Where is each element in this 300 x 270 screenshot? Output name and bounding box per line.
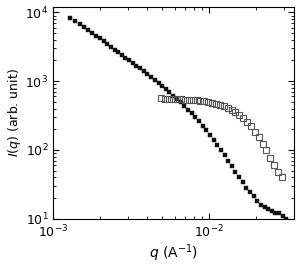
X-axis label: $q$ (A$^{-1}$): $q$ (A$^{-1}$) [149,243,198,264]
Y-axis label: $I(q)$ (arb. unit): $I(q)$ (arb. unit) [6,68,22,157]
